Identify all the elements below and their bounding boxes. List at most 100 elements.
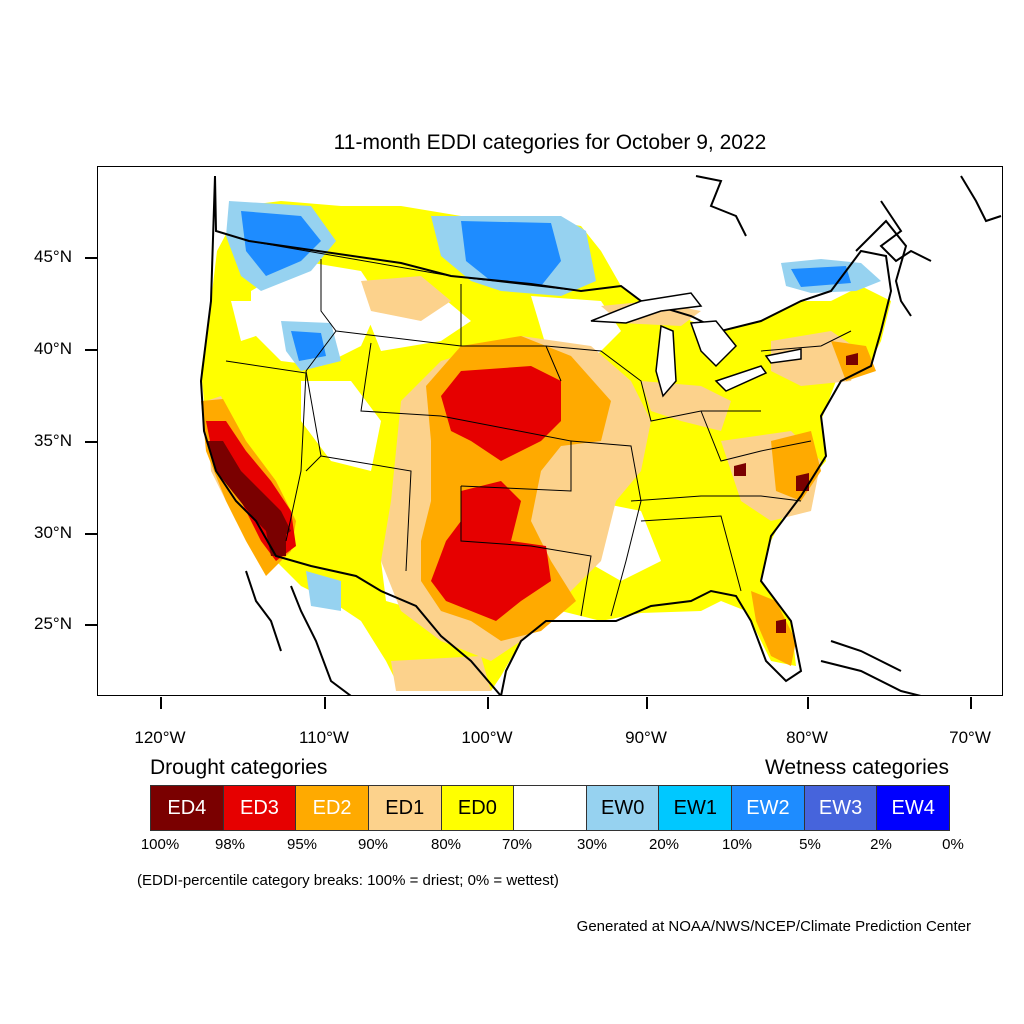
legend-box-ew2: EW2 (732, 786, 805, 830)
border-midwest (545, 345, 761, 422)
break-label-20: 20% (648, 836, 680, 853)
break-label-5: 5% (799, 836, 821, 853)
lon-label-90w: 90°W (625, 728, 667, 747)
legend-box-ed2: ED2 (296, 786, 369, 830)
legend-box-ed1: ED1 (368, 786, 442, 830)
border-california-nevada (225, 360, 307, 542)
canada-islands (245, 175, 1002, 695)
coastline-cuba (820, 660, 922, 695)
break-label-90: 90% (357, 836, 389, 853)
border-kansas-oklahoma (440, 415, 572, 492)
lon-label-70w: 70°W (949, 728, 991, 747)
legend-box-ed4: ED4 (151, 786, 224, 830)
ed3-region-nebraska (441, 366, 561, 461)
map-panel (97, 166, 1003, 696)
border-northern-49th (248, 240, 582, 292)
great-lakes (590, 292, 802, 398)
lat-label-45n: 45°N (34, 247, 72, 266)
lat-label-40n: 40°N (34, 339, 72, 358)
border-mississippi (570, 440, 642, 617)
category-breaks-note: (EDDI-percentile category breaks: 100% =… (137, 872, 559, 889)
legend-label-ed3: ED3 (240, 796, 279, 819)
legend-label-ew2: EW2 (746, 796, 790, 819)
border-four-corners (320, 455, 412, 572)
neutral-region-great-basin (231, 301, 271, 341)
legend-label-ed0: ED0 (457, 796, 497, 819)
lon-label-120w: 120°W (134, 728, 186, 747)
legend-label-ed1: ED1 (385, 796, 425, 819)
border-south (630, 495, 802, 502)
legend-label-ew3: EW3 (818, 796, 863, 819)
legend-box-ew3: EW3 (804, 786, 878, 830)
ew2-region-washington (241, 211, 321, 276)
break-label-70: 70% (501, 836, 533, 853)
break-label-2: 2% (870, 836, 892, 853)
border-gulf-states (640, 515, 742, 592)
break-label-100: 100% (140, 836, 180, 853)
tick-40n (85, 349, 97, 351)
legend-label-ew1: EW1 (673, 796, 717, 819)
drought-categories-label: Drought categories (150, 756, 328, 779)
legend-label-ew4: EW4 (891, 796, 935, 819)
lat-label-35n: 35°N (34, 431, 72, 450)
lon-label-80w: 80°W (786, 728, 828, 747)
ed1-region-montana (361, 276, 451, 321)
ed4-spot-florida (776, 619, 786, 633)
us-outline (199, 175, 893, 695)
coastline-baja (290, 585, 352, 695)
lat-label-30n: 30°N (34, 523, 72, 542)
neutral-region-northwest (251, 261, 381, 366)
tick-80w (807, 697, 809, 709)
coastline-hudson-bay (695, 175, 747, 237)
neutral-region-rockies (301, 381, 381, 471)
legend-box-ew0: EW0 (586, 786, 660, 830)
legend-box-ew1: EW1 (659, 786, 733, 830)
legend-box-neutral (514, 786, 587, 830)
coastline-bahamas (830, 640, 902, 672)
ew2-region-idaho (291, 331, 326, 361)
break-label-98: 98% (214, 836, 246, 853)
legend-label-ed2: ED2 (312, 796, 352, 819)
break-label-10: 10% (721, 836, 753, 853)
ew2-region-maine (791, 266, 851, 287)
lake-erie (714, 365, 768, 392)
break-label-30: 30% (576, 836, 608, 853)
ed4-spot-connecticut (846, 353, 858, 365)
tick-110w (324, 697, 326, 709)
border-appalachia (700, 410, 812, 462)
ed1-region-south-border (391, 656, 491, 691)
coastline-nova-scotia (855, 219, 912, 317)
wetness-categories-label: Wetness categories (764, 756, 949, 779)
ed4-spot-north-carolina (796, 473, 809, 491)
tick-35n (85, 441, 97, 443)
ed2-region-florida (751, 591, 796, 666)
category-legend: ED4 ED3 ED2 ED1 ED0 EW0 EW1 EW2 EW3 EW4 (150, 785, 950, 831)
lake-superior (590, 292, 703, 324)
map-title: 11-month EDDI categories for October 9, … (333, 131, 767, 154)
break-label-95: 95% (286, 836, 318, 853)
tick-25n (85, 624, 97, 626)
border-montana-south (335, 330, 462, 347)
tick-45n (85, 257, 97, 259)
state-borders (199, 175, 893, 695)
legend-label-ed4: ED4 (167, 796, 207, 819)
tick-120w (160, 697, 162, 709)
lat-label-25n: 25°N (34, 614, 72, 633)
lon-label-110w: 110°W (299, 728, 349, 747)
break-label-0: 0% (942, 836, 964, 853)
lake-huron (689, 320, 738, 368)
ed4-region-california (206, 441, 291, 541)
border-northeast (760, 330, 852, 352)
coastline-labrador (960, 175, 1002, 223)
border-texas (460, 486, 592, 617)
tick-30n (85, 533, 97, 535)
coastline-mexico-mainland (245, 570, 282, 652)
break-label-80: 80% (430, 836, 462, 853)
legend-box-ew4: EW4 (877, 786, 950, 830)
credit-line: Generated at NOAA/NWS/NCEP/Climate Predi… (576, 918, 971, 935)
tick-100w (487, 697, 489, 709)
tick-70w (970, 697, 972, 709)
border-rockies-north (305, 259, 337, 372)
lake-michigan (655, 324, 677, 398)
border-dakotas (460, 284, 562, 382)
